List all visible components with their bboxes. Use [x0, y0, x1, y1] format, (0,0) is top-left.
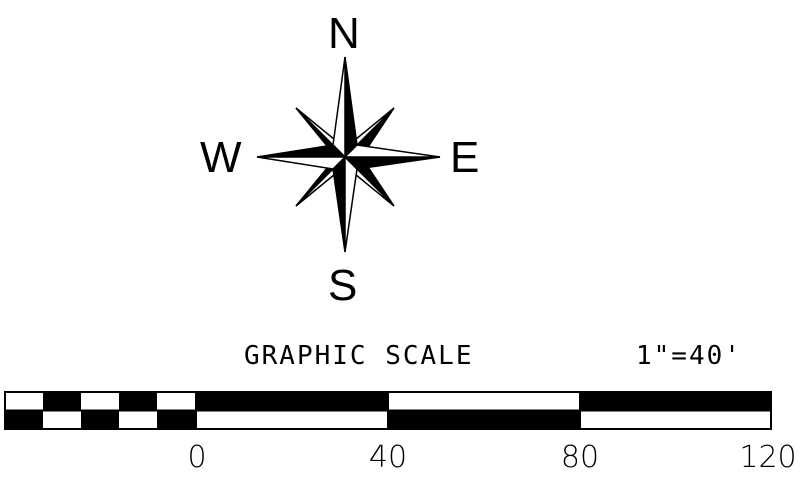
scale-seg-40-80-bottom: [388, 410, 580, 429]
scale-bar-subdivisions: [5, 392, 196, 429]
scale-seg-sub-1-bottom: [5, 410, 43, 429]
graphic-scale-title: GRAPHIC SCALE: [244, 341, 474, 371]
compass-s-point-left: [332, 155, 346, 253]
compass-s-point-right: [344, 155, 358, 253]
compass-e-point-top: [343, 144, 441, 158]
compass-west-label: W: [200, 133, 242, 182]
scale-bar-lines: [5, 392, 771, 429]
compass-w-point-bottom: [256, 156, 347, 170]
compass-e-point-bottom: [343, 156, 441, 170]
compass-south-label: S: [328, 261, 358, 310]
scale-seg-sub-5-bottom: [157, 410, 196, 429]
scale-seg-80-120-top: [580, 392, 771, 411]
graphic-scale-bar: [4, 391, 772, 430]
compass-main-points: [256, 56, 441, 253]
graphic-scale-ratio: 1"=40': [636, 341, 742, 371]
compass-east-label: E: [450, 133, 480, 182]
scale-seg-sub-4-top: [119, 392, 157, 411]
compass-north-label: N: [328, 9, 360, 58]
scale-seg-sub-3-bottom: [81, 410, 119, 429]
scale-seg-sub-2-top: [43, 392, 81, 411]
scale-tick-label: 40: [368, 440, 408, 475]
compass-n-point-right: [344, 56, 358, 159]
scale-tick-label: 0: [187, 440, 207, 475]
scale-seg-0-40-top: [196, 392, 388, 411]
compass-w-point-top: [256, 144, 347, 158]
scale-tick-label: 120: [739, 440, 797, 475]
scale-bar-main-segments: [196, 392, 771, 429]
scale-tick-label: 80: [560, 440, 600, 475]
compass-n-point-left: [332, 56, 346, 159]
